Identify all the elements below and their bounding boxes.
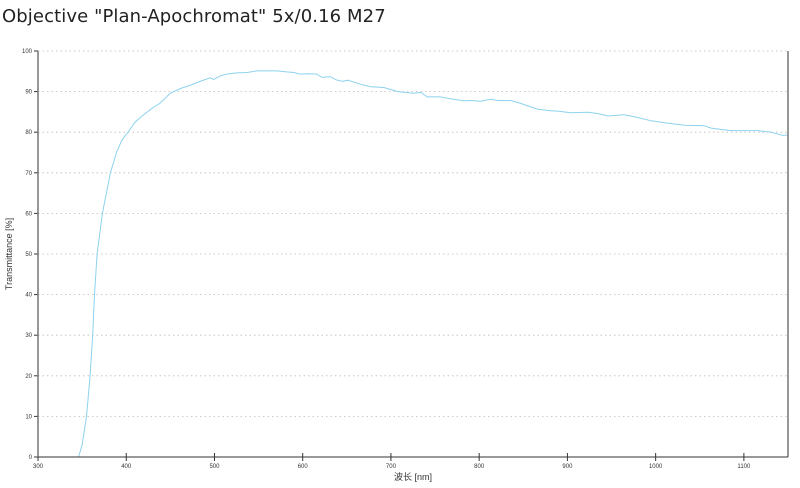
y-tick-label: 0 <box>29 455 33 461</box>
x-tick-label: 900 <box>562 464 573 470</box>
y-axis-label: Transmittance [%] <box>4 218 14 290</box>
y-tick-label: 100 <box>22 49 33 55</box>
y-tick-label: 10 <box>25 414 32 420</box>
x-tick-label: 600 <box>298 464 309 470</box>
gridlines <box>38 50 788 417</box>
x-tick-label: 1100 <box>737 464 751 470</box>
chart-title: Objective "Plan-Apochromat" 5x/0.16 M27 <box>2 6 386 27</box>
y-tick-label: 50 <box>25 252 32 258</box>
x-axis-ticks: 300 400 500 600 700 800 900 1000 1100 <box>33 453 751 470</box>
x-tick-label: 400 <box>121 464 132 470</box>
y-tick-label: 30 <box>25 333 32 339</box>
x-tick-label: 300 <box>33 464 44 470</box>
y-tick-label: 20 <box>25 374 32 380</box>
y-tick-label: 70 <box>25 171 32 177</box>
x-tick-label: 1000 <box>649 464 663 470</box>
x-tick-label: 500 <box>209 464 220 470</box>
x-tick-label: 700 <box>386 464 397 470</box>
series-line <box>38 70 789 458</box>
y-tick-label: 60 <box>25 211 32 217</box>
y-tick-label: 40 <box>25 293 32 299</box>
x-tick-label: 800 <box>474 464 485 470</box>
x-axis-label: 波长 [nm] <box>394 471 432 482</box>
y-tick-label: 80 <box>25 130 32 136</box>
y-axis-ticks: 0 10 20 30 40 50 60 70 80 90 100 <box>22 49 38 461</box>
y-tick-label: 90 <box>25 90 32 96</box>
